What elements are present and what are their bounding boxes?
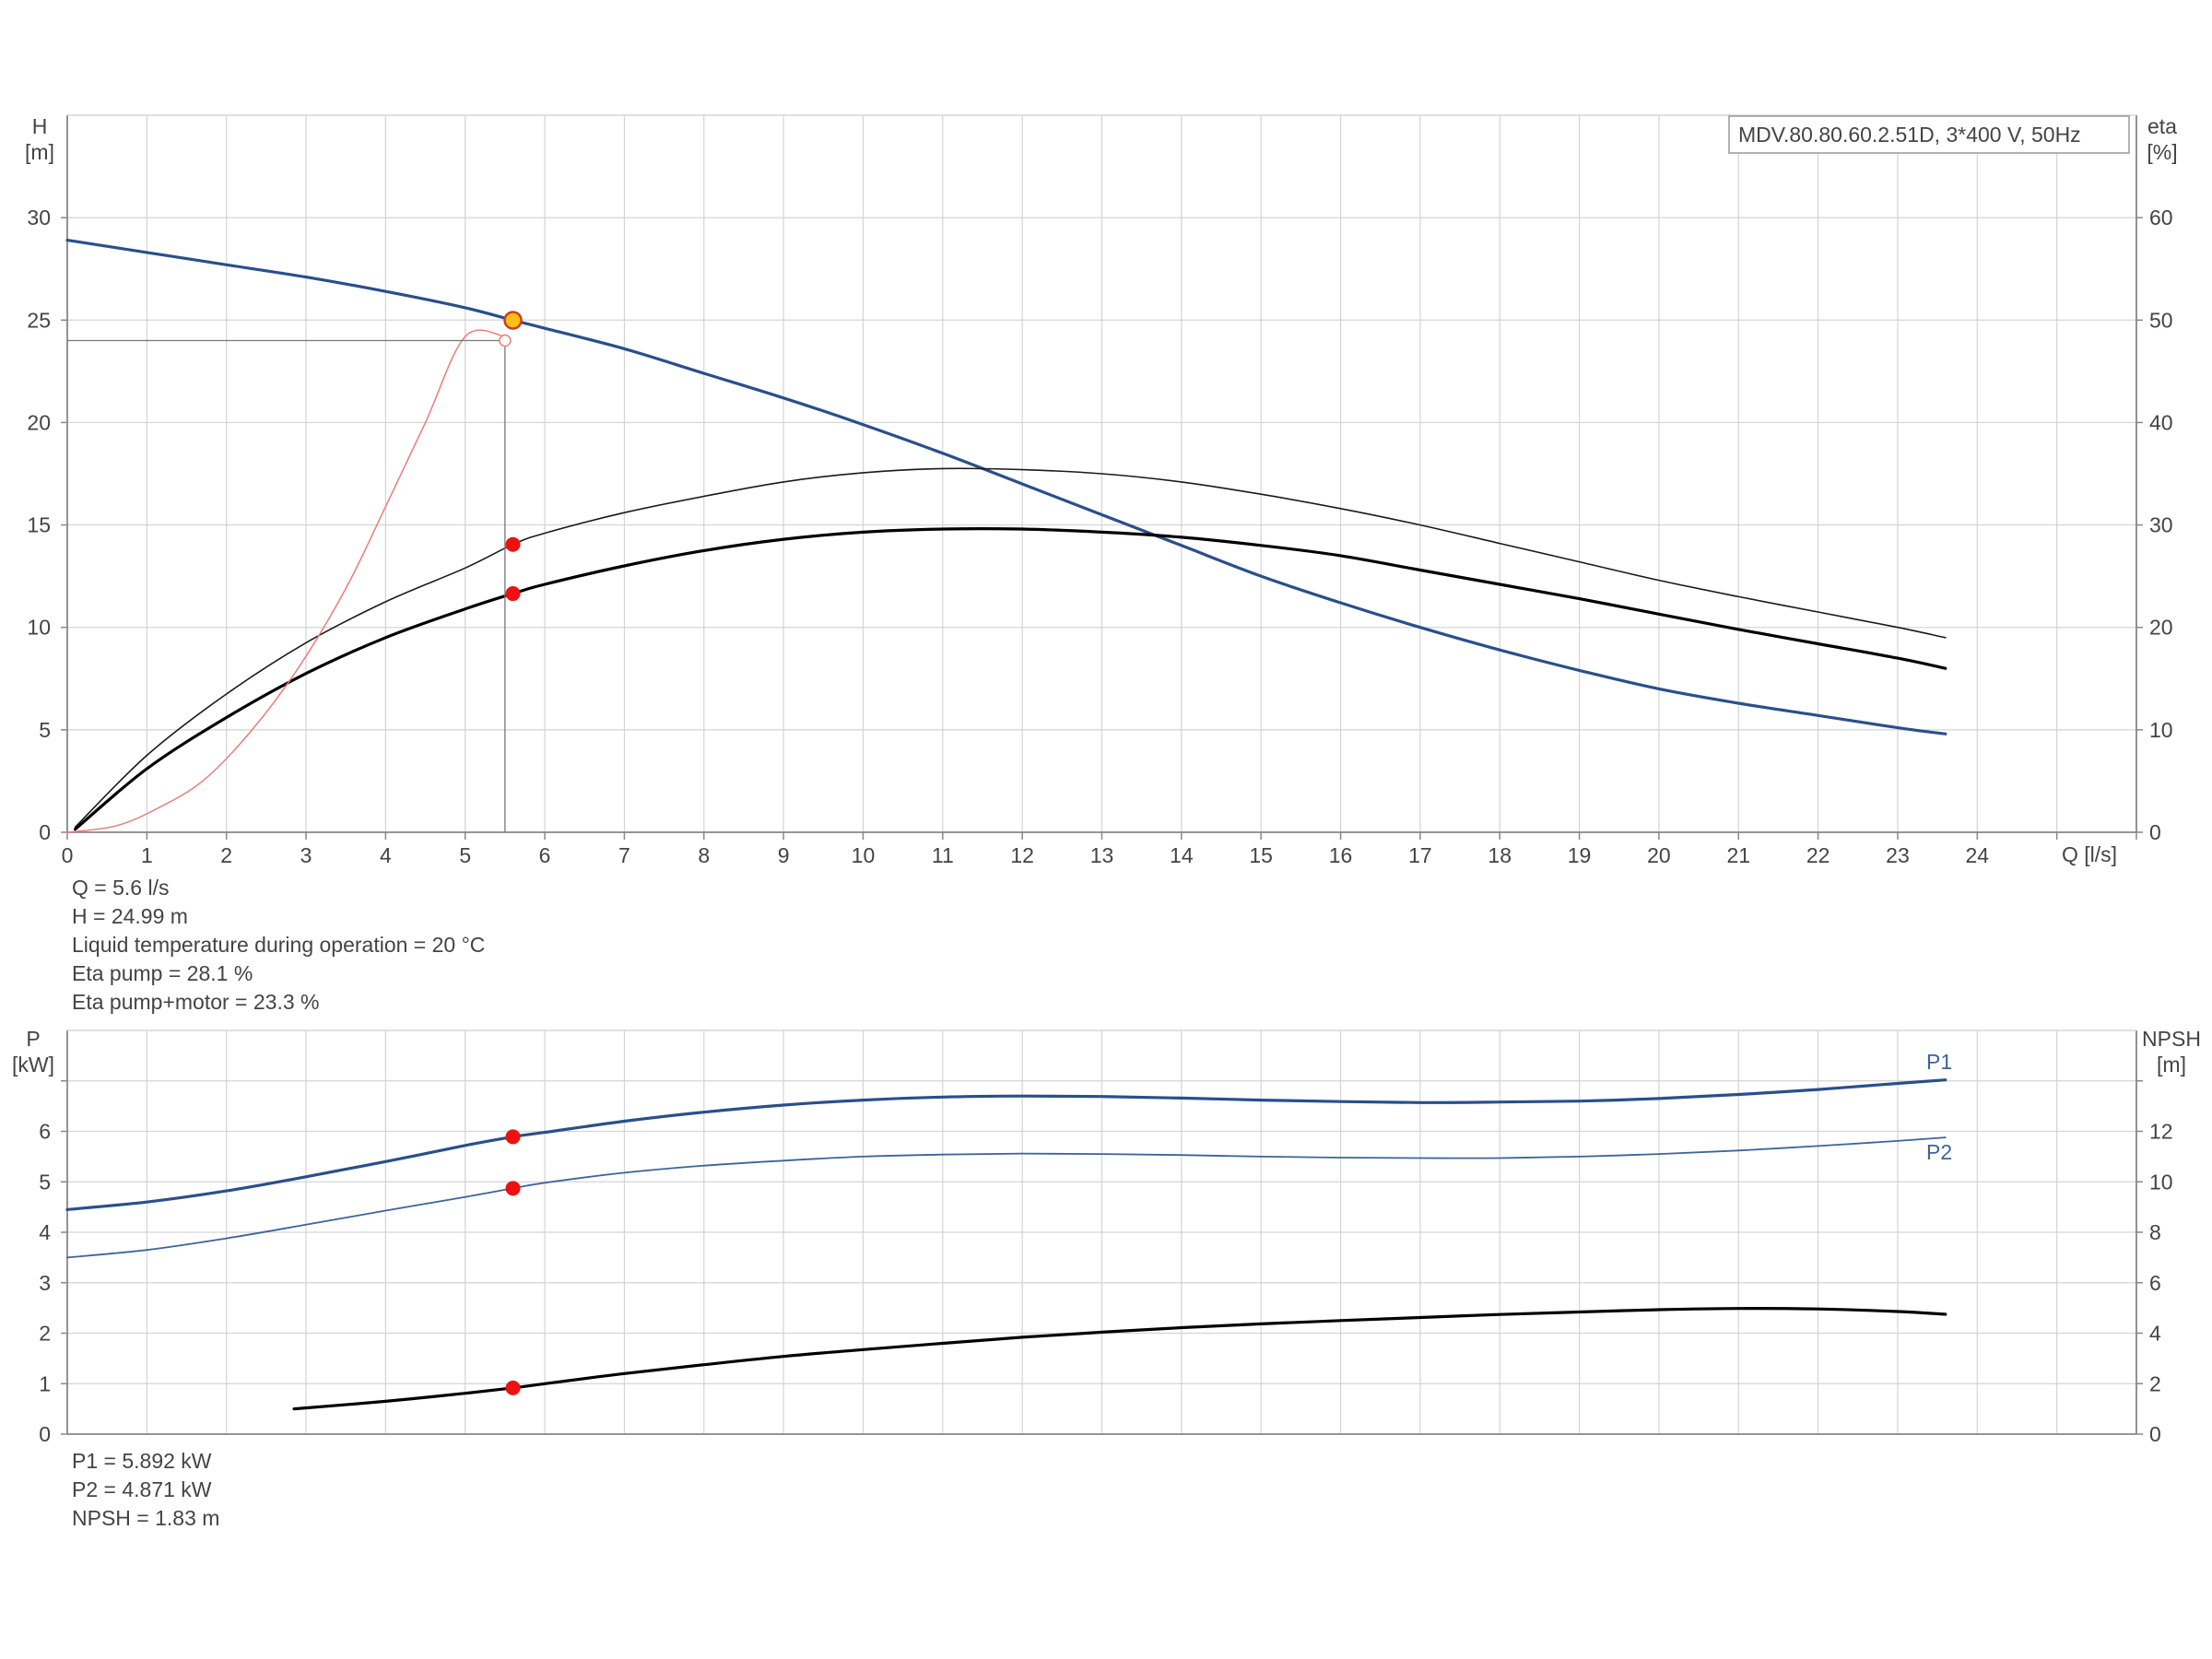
top-x-tick-label: 12 (1010, 843, 1034, 867)
top-x-tick-label: 3 (300, 843, 312, 867)
series-label-p1: P1 (1926, 1050, 1952, 1074)
top-x-tick-label: 19 (1568, 843, 1592, 867)
top-left-tick-label: 0 (39, 820, 51, 844)
top-left-tick-label: 10 (27, 616, 51, 640)
top-x-tick-label: 5 (459, 843, 471, 867)
bottom-npsh-line (292, 1307, 1947, 1411)
top-right-tick-label: 30 (2149, 513, 2173, 537)
bottom-right-tick-label: 0 (2149, 1422, 2161, 1446)
top-x-tick-label: 6 (539, 843, 551, 867)
npsh-marker (505, 1380, 521, 1395)
top-x-tick-label: 15 (1249, 843, 1273, 867)
top-x-tick-label: 16 (1329, 843, 1353, 867)
bottom-left-axis-label-line1: P (26, 1027, 40, 1051)
top-x-tick-label: 8 (698, 843, 710, 867)
top-x-tick-label: 11 (932, 843, 954, 867)
top-x-tick-label: 7 (618, 843, 630, 867)
top-right-tick-label: 20 (2149, 616, 2173, 640)
x-axis-label: Q [l/s] (2062, 842, 2117, 866)
series-label-p2: P2 (1926, 1140, 1952, 1164)
legend-box-text: MDV.80.80.60.2.51D, 3*400 V, 50Hz (1738, 123, 2081, 147)
bottom-right-axis-label-line1: NPSH (2142, 1027, 2201, 1051)
bottom-chart-readout: P1 = 5.892 kW P2 = 4.871 kW NPSH = 1.83 … (72, 1447, 219, 1533)
top-x-tick-label: 22 (1806, 843, 1830, 867)
p2-marker (505, 1181, 521, 1196)
top-curve-1-line (74, 467, 1947, 829)
bottom-left-tick-label: 5 (39, 1170, 51, 1194)
readout-p1: P1 = 5.892 kW (72, 1449, 212, 1473)
top-chart-grid (66, 114, 2137, 833)
readout-npsh: NPSH = 1.83 m (72, 1506, 220, 1530)
top-x-tick-label: 2 (220, 843, 232, 867)
p1-marker (505, 1129, 521, 1145)
top-x-tick-label: 14 (1170, 843, 1194, 867)
bottom-p1-line (65, 1078, 1947, 1211)
legend-box (1728, 115, 2130, 154)
bottom-left-tick-label: 1 (39, 1371, 51, 1395)
bottom-right-axis-label-line2: [m] (2157, 1053, 2186, 1077)
top-left-tick-label: 25 (27, 308, 51, 332)
top-curve-2-line (74, 527, 1947, 831)
top-right-tick-label: 60 (2149, 206, 2173, 229)
top-right-tick-label: 10 (2149, 718, 2173, 742)
readout-liquid-temperature: Liquid temperature during operation = 20… (72, 933, 486, 957)
top-left-tick-label: 20 (27, 410, 51, 434)
top-left-tick-label: 5 (39, 718, 51, 742)
bottom-right-tick-label: 10 (2149, 1170, 2173, 1194)
top-x-tick-label: 24 (1966, 843, 1990, 867)
top-x-tick-label: 0 (62, 843, 74, 867)
top-x-tick-label: 9 (778, 843, 790, 867)
bottom-left-tick-label: 3 (39, 1271, 51, 1295)
bottom-right-tick-label: 4 (2149, 1322, 2161, 1346)
bottom-left-tick-label: 6 (39, 1120, 51, 1144)
bottom-right-tick-label: 6 (2149, 1271, 2161, 1295)
top-x-tick-label: 10 (852, 843, 876, 867)
bottom-right-tick-label: 2 (2149, 1371, 2161, 1395)
top-x-tick-label: 23 (1886, 843, 1910, 867)
readout-flow: Q = 5.6 l/s (72, 876, 170, 900)
top-x-tick-label: 17 (1408, 843, 1432, 867)
top-right-tick-label: 50 (2149, 308, 2173, 332)
bottom-p2-line (66, 1136, 1947, 1259)
readout-p2: P2 = 4.871 kW (72, 1477, 212, 1501)
top-right-axis-label-line1: eta (2147, 114, 2177, 138)
bottom-right-tick-label: 8 (2149, 1220, 2161, 1244)
eta-total-marker (505, 586, 521, 602)
readout-eta-pump-motor: Eta pump+motor = 23.3 % (72, 990, 320, 1014)
top-curve-3-line (66, 329, 506, 833)
top-x-tick-label: 18 (1488, 843, 1512, 867)
top-x-tick-label: 1 (141, 843, 153, 867)
top-left-axis-label-line1: H (32, 114, 48, 138)
bottom-left-axis-label-line2: [kW] (12, 1053, 54, 1077)
duty-point-marker (503, 311, 523, 330)
top-left-tick-label: 15 (27, 513, 51, 537)
top-right-tick-label: 40 (2149, 410, 2173, 434)
top-curve-0-line (65, 239, 1947, 735)
top-right-axis-label-line2: [%] (2147, 140, 2177, 164)
eta-pump-marker (505, 536, 521, 552)
top-x-tick-label: 13 (1090, 843, 1114, 867)
bottom-left-tick-label: 0 (39, 1422, 51, 1446)
system-curve-end-marker (499, 334, 512, 347)
operating-point-markers (67, 311, 523, 1395)
bottom-chart-grid (66, 1030, 2137, 1435)
top-left-tick-label: 30 (27, 206, 51, 229)
top-left-axis-label-line2: [m] (25, 140, 54, 164)
top-chart-curves (65, 239, 1947, 833)
top-chart-readout: Q = 5.6 l/s H = 24.99 m Liquid temperatu… (72, 874, 485, 1017)
top-x-tick-label: 4 (380, 843, 392, 867)
bottom-right-tick-label: 12 (2149, 1120, 2173, 1144)
top-x-tick-label: 21 (1726, 843, 1750, 867)
readout-head: H = 24.99 m (72, 904, 188, 928)
top-x-tick-label: 20 (1647, 843, 1671, 867)
top-right-tick-label: 0 (2149, 820, 2161, 844)
readout-eta-pump: Eta pump = 28.1 % (72, 961, 253, 985)
bottom-chart-curves (65, 1078, 1947, 1411)
bottom-left-tick-label: 4 (39, 1220, 51, 1244)
bottom-left-tick-label: 2 (39, 1322, 51, 1346)
